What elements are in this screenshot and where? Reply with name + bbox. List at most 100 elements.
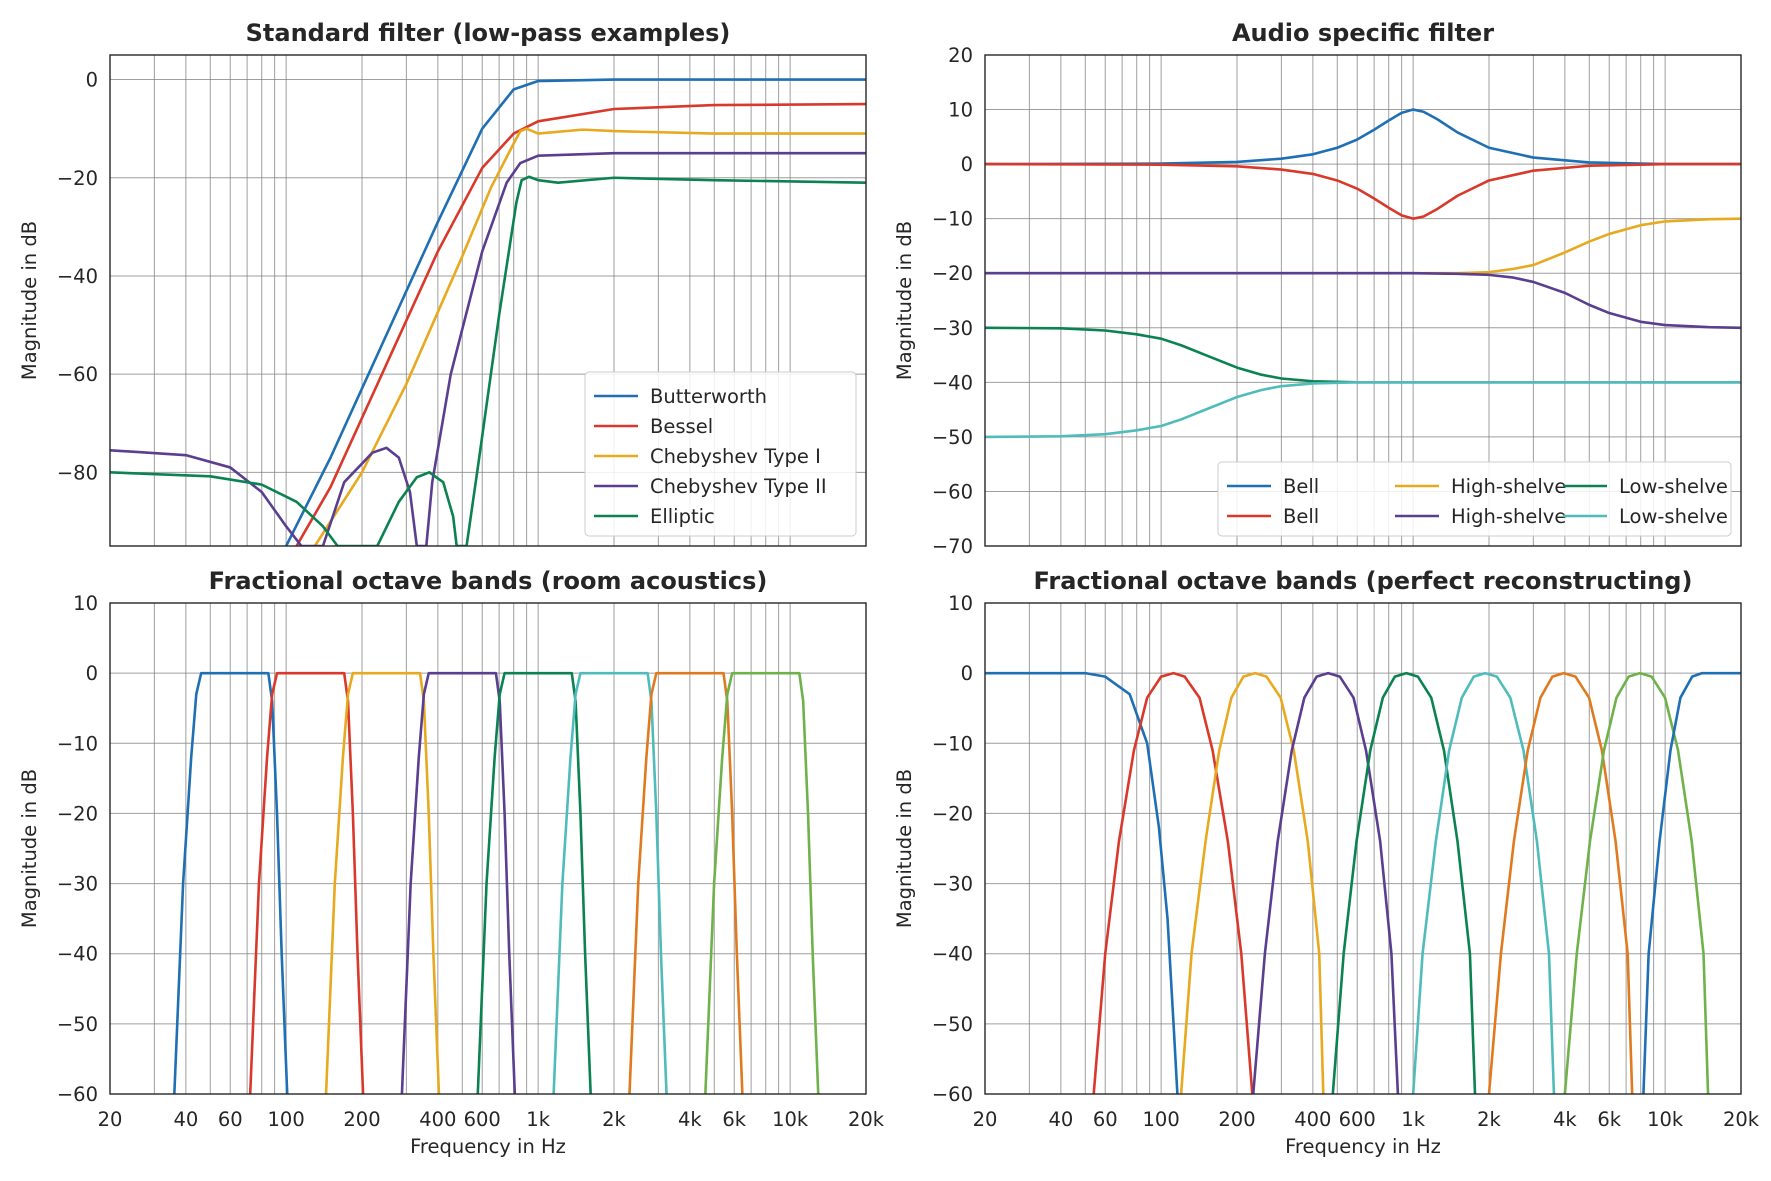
series-line-3 xyxy=(313,127,866,546)
y-tick-label: −30 xyxy=(932,317,973,340)
series-line-7 xyxy=(628,671,744,1094)
series-line-7 xyxy=(1487,671,1634,1094)
series-line-5 xyxy=(110,175,866,546)
x-tick-label: 1k xyxy=(526,1108,550,1131)
panel-octave-bands-room-acoustics: Fractional octave bands (room acoustics)… xyxy=(18,567,885,1158)
series-line-1 xyxy=(284,78,866,546)
series-line-8 xyxy=(704,671,820,1094)
y-tick-label: −20 xyxy=(57,167,98,190)
y-tick-label: −60 xyxy=(57,1083,98,1106)
y-axis-label: Magnitude in dB xyxy=(18,221,41,380)
x-tick-label: 4k xyxy=(678,1108,702,1131)
chart-title: Standard filter (low-pass examples) xyxy=(246,19,731,47)
legend-label: Chebyshev Type II xyxy=(650,475,827,498)
y-tick-label: −20 xyxy=(932,262,973,285)
legend-label: Elliptic xyxy=(650,505,715,528)
series-line-1 xyxy=(985,671,1179,1094)
series-line-6 xyxy=(985,381,1741,439)
series-line-5 xyxy=(1331,671,1477,1094)
axes-frame xyxy=(109,54,867,547)
y-tick-label: −60 xyxy=(932,480,973,503)
series-line-2 xyxy=(295,102,866,546)
x-tick-label: 20k xyxy=(848,1108,885,1131)
axes-frame xyxy=(984,54,1742,547)
legend-label: Bell xyxy=(1283,475,1319,498)
chart-title: Fractional octave bands (room acoustics) xyxy=(209,567,768,595)
y-tick-label: −10 xyxy=(932,732,973,755)
series-line-3 xyxy=(1179,671,1325,1094)
series-line-1 xyxy=(173,671,289,1094)
y-tick-label: −10 xyxy=(57,732,98,755)
y-tick-label: −40 xyxy=(932,943,973,966)
x-tick-label: 400 xyxy=(419,1108,456,1131)
y-tick-label: −20 xyxy=(932,802,973,825)
y-axis-label: Magnitude in dB xyxy=(893,769,916,928)
legend: Bell Bell High-shelve High-shelve Low-shelve… xyxy=(1217,461,1732,537)
series-line-5 xyxy=(985,326,1741,384)
series-line-1 xyxy=(985,108,1741,166)
x-tick-label: 60 xyxy=(1093,1108,1118,1131)
y-tick-label: −40 xyxy=(57,265,98,288)
y-tick-label: 10 xyxy=(948,99,973,122)
x-tick-label: 4k xyxy=(1553,1108,1577,1131)
legend-box xyxy=(1217,461,1732,537)
x-axis-label: Frequency in Hz xyxy=(1285,1135,1441,1158)
series-line-6 xyxy=(1411,671,1556,1094)
x-tick-label: 60 xyxy=(218,1108,243,1131)
y-axis-label: Magnitude in dB xyxy=(18,769,41,928)
x-tick-label: 2k xyxy=(1477,1108,1501,1131)
x-tick-label: 200 xyxy=(343,1108,380,1131)
series-group xyxy=(985,671,1741,1094)
series-line-4 xyxy=(110,151,866,546)
x-tick-label: 200 xyxy=(1218,1108,1255,1131)
y-tick-label: −50 xyxy=(932,426,973,449)
y-tick-label: 10 xyxy=(73,592,98,615)
legend: Butterworth Bessel Chebyshev Type I Chebysh… xyxy=(584,371,857,537)
series-group xyxy=(985,108,1741,439)
series-line-9 xyxy=(1642,671,1741,1094)
y-tick-label: −40 xyxy=(57,943,98,966)
series-line-3 xyxy=(985,217,1741,275)
series-line-5 xyxy=(476,671,592,1094)
panel-standard-filter: Standard filter (low-pass examples) 0 −20 −… xyxy=(18,19,867,547)
y-tick-label: −40 xyxy=(932,371,973,394)
series-line-6 xyxy=(552,671,668,1094)
x-tick-label: 6k xyxy=(722,1108,746,1131)
y-axis-label: Magnitude in dB xyxy=(893,221,916,380)
x-tick-label: 100 xyxy=(1143,1108,1180,1131)
x-tick-label: 100 xyxy=(268,1108,305,1131)
x-tick-label: 10k xyxy=(772,1108,809,1131)
y-tick-label: −60 xyxy=(57,363,98,386)
y-tick-label: −30 xyxy=(57,873,98,896)
x-tick-label: 6k xyxy=(1597,1108,1621,1131)
y-tick-label: 0 xyxy=(86,662,98,685)
y-tick-label: −60 xyxy=(932,1083,973,1106)
x-tick-label: 40 xyxy=(1048,1108,1073,1131)
y-tick-label: −50 xyxy=(57,1013,98,1036)
legend-label: Butterworth xyxy=(650,385,767,408)
legend-label: High-shelve xyxy=(1451,505,1566,528)
legend-box xyxy=(584,371,857,537)
y-tick-label: 0 xyxy=(86,69,98,92)
series-line-4 xyxy=(400,671,517,1094)
panel-audio-specific-filter: Audio specific filter 20 10 0 −10 −20 −30 −40 −5… xyxy=(893,19,1742,558)
x-tick-label: 20 xyxy=(973,1108,998,1131)
series-line-4 xyxy=(985,271,1741,330)
legend-label: Low-shelve xyxy=(1619,475,1728,498)
y-tick-label: 20 xyxy=(948,44,973,67)
series-group xyxy=(173,671,820,1094)
y-tick-label: 10 xyxy=(948,592,973,615)
y-tick-label: −80 xyxy=(57,461,98,484)
x-tick-label: 1k xyxy=(1401,1108,1425,1131)
series-line-2 xyxy=(1092,671,1254,1094)
x-tick-label: 10k xyxy=(1647,1108,1684,1131)
legend-label: Bessel xyxy=(650,415,713,438)
y-tick-label: 0 xyxy=(961,153,973,176)
legend-label: High-shelve xyxy=(1451,475,1566,498)
y-tick-label: −70 xyxy=(932,535,973,558)
x-tick-label: 600 xyxy=(464,1108,501,1131)
chart-title: Fractional octave bands (perfect reconst… xyxy=(1034,567,1693,595)
x-tick-label: 20k xyxy=(1723,1108,1760,1131)
axes-frame xyxy=(984,602,1742,1095)
axes-frame xyxy=(109,602,867,1095)
